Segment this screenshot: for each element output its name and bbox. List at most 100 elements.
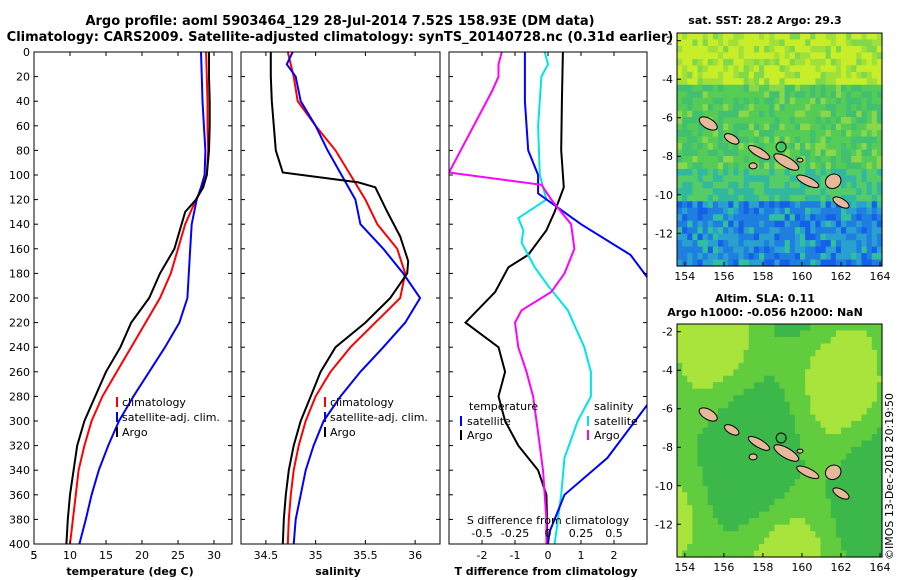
map-cell [835,214,842,222]
map-cell [810,421,816,429]
map-cell [753,459,760,467]
map-cell [871,388,878,396]
map-cell [861,511,868,519]
map-cell [707,401,714,409]
map-cell [784,168,791,176]
map-cell [692,369,699,377]
map-cell [805,136,811,144]
map-cell [759,253,765,261]
map-cell [866,143,873,151]
map-cell [769,110,775,118]
map-cell [748,414,755,422]
map-cell [743,201,750,209]
map-cell [830,233,837,241]
map-cell [682,479,688,487]
map-cell [682,220,688,228]
map-cell [841,472,847,480]
map-cell [692,168,699,176]
map-cell [866,117,873,125]
map-cell [733,440,740,448]
map-cell [687,395,693,403]
map-cell [856,388,863,396]
map-cell [820,524,827,532]
map-cell [677,259,683,267]
map-cell [738,466,745,474]
map-cell [687,91,693,99]
map-cell [692,356,699,364]
map-cell [779,175,786,183]
map-cell [871,511,878,519]
map-cell [687,434,693,442]
map-y-tick-label: -10 [655,480,673,493]
map-cell [871,434,878,442]
map-cell [789,511,796,519]
map-cell [835,39,842,47]
map-cell [779,52,786,60]
island [773,444,800,462]
map-cell [830,524,837,532]
map-cell [810,453,816,461]
island [748,162,758,170]
map-cell [743,91,750,99]
map-cell [789,498,796,506]
map-cell [718,240,724,248]
map-cell [774,194,781,202]
map-cell [687,336,693,345]
map-cell [779,330,786,338]
map-cell [805,246,811,254]
map-cell [697,65,704,73]
map-cell [723,84,729,92]
map-cell [810,78,816,86]
map-cell [810,369,816,377]
map-cell [687,388,693,396]
legend-label: satellite [467,415,511,428]
map-cell [682,71,688,79]
map-cell [789,518,796,526]
map-cell [820,259,827,267]
map-cell [723,52,729,60]
map-cell [677,485,683,493]
map-cell [841,168,847,176]
map-cell [743,259,750,267]
map-cell [820,233,827,241]
map-cell [866,511,873,519]
map-cell [846,485,852,493]
map-cell [748,65,755,73]
map-cell [759,143,765,151]
map-cell [789,220,796,228]
map-cell [861,472,868,480]
map-cell [759,362,765,370]
map-cell [830,162,837,170]
map-cell [835,246,842,254]
map-cell [764,233,770,241]
map-cell [841,453,847,461]
map-cell [743,84,750,92]
map-cell [841,220,847,228]
map-cell [779,136,786,144]
map-cell [784,421,791,429]
map-cell [733,434,740,442]
map-cell [835,155,842,164]
map-cell [733,91,740,99]
map-cell [846,550,852,558]
map-cell [687,201,693,209]
map-cell [687,104,693,112]
map-cell [815,388,822,396]
map-cell [738,531,745,539]
map-cell [774,408,781,416]
map-cell [682,524,688,532]
map-cell [846,382,852,390]
map-cell [815,104,822,112]
map-cell [825,356,832,364]
map-cell [759,446,765,455]
map-cell [677,155,683,164]
map-cell [748,511,755,519]
map-cell [769,427,775,435]
map-cell [774,130,781,138]
map-cell [856,78,863,86]
map-cell [830,168,837,176]
map-cell [764,537,770,545]
map-cell [764,518,770,526]
map-cell [759,84,765,92]
map-cell [753,401,760,409]
